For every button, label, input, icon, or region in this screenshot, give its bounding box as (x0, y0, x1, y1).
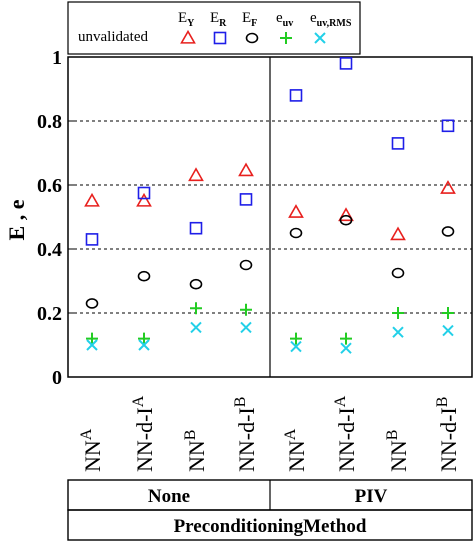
x-category-label: NN-d-IB (434, 397, 461, 472)
data-point-e-r (137, 186, 151, 200)
x-category-label: NN-d-IA (332, 395, 359, 472)
y-axis-label: E , e (4, 199, 29, 240)
data-point-e-uv (240, 303, 252, 316)
data-point-e-uv-rms (190, 321, 202, 334)
legend-box (67, 1, 361, 55)
data-point-e-r (189, 221, 203, 235)
data-point-e-y (188, 167, 204, 182)
legend-marker-plus (280, 32, 292, 44)
legend-marker-triangle (180, 29, 196, 44)
data-points (84, 57, 456, 354)
group-table: None PIV PreconditioningMethod (67, 479, 473, 541)
group-label: PIV (355, 486, 388, 507)
x-category-label-text: NN-d-IA (130, 395, 157, 472)
x-category-label: NNA (282, 428, 309, 472)
data-point-e-f (85, 298, 99, 309)
data-point-e-f (339, 214, 353, 226)
y-tick-label: 0.2 (37, 303, 62, 325)
data-point-e-r (339, 57, 353, 70)
data-point-e-f (239, 259, 253, 271)
data-point-e-f (189, 278, 203, 290)
data-point-e-uv (340, 332, 352, 345)
x-category-label: NNB (182, 430, 209, 472)
data-point-e-uv-rms (86, 339, 98, 351)
data-point-e-uv-rms (340, 342, 352, 354)
data-point-e-uv (392, 307, 404, 319)
legend-entry-label: EF (242, 10, 257, 29)
data-point-e-y (84, 192, 100, 207)
data-point-e-r (289, 89, 303, 102)
y-tick-label: 0 (52, 367, 62, 389)
data-point-e-f (441, 226, 455, 237)
data-point-e-uv-rms (138, 339, 150, 351)
data-point-e-y (238, 162, 254, 177)
group-label: None (148, 486, 190, 507)
data-point-e-uv (290, 332, 302, 345)
data-point-e-uv (190, 302, 202, 315)
data-point-e-y (288, 204, 304, 218)
data-point-e-y (440, 180, 456, 194)
group-axis-title: PreconditioningMethod (174, 516, 367, 537)
legend-entry-label: EY (178, 10, 195, 29)
y-tick-label: 0.4 (37, 239, 62, 261)
grid-lines (68, 120, 472, 314)
x-category-label: NNA (78, 428, 105, 472)
legend-marker-cross (314, 32, 326, 44)
data-point-e-uv (138, 332, 150, 345)
x-category-label-text: NNB (182, 430, 209, 472)
legend-marker-square (213, 31, 227, 45)
data-point-e-uv-rms (442, 324, 454, 337)
data-point-e-r (441, 119, 455, 133)
x-category-label: NN-d-IA (130, 395, 157, 472)
x-category-label-text: NNA (282, 428, 309, 472)
data-point-e-uv-rms (240, 321, 252, 334)
legend: unvalidated EY ER EF euv euv,RMS (67, 1, 361, 55)
data-point-e-f (137, 270, 151, 282)
y-tick-label: 1 (52, 47, 62, 69)
legend-marker-circle (245, 32, 259, 44)
data-point-e-f (289, 227, 303, 239)
x-category-label-text: NN-d-IA (332, 395, 359, 472)
data-point-e-uv (86, 332, 98, 345)
legend-title: unvalidated (78, 29, 148, 45)
legend-entry-label: euv (276, 10, 293, 29)
data-point-e-y (338, 207, 354, 222)
data-point-e-y (390, 226, 406, 241)
data-point-e-uv-rms (290, 340, 302, 353)
y-tick-label: 0.8 (37, 111, 62, 133)
data-point-e-r (85, 233, 99, 246)
y-axis-ticks: 0 0.2 0.4 0.6 0.8 1 (37, 47, 74, 389)
x-category-label-text: NN-d-IB (434, 397, 461, 472)
legend-entry-label: euv,RMS (310, 10, 352, 29)
y-tick-label: 0.6 (37, 175, 62, 197)
x-category-label-text: NN-d-IB (232, 397, 259, 472)
data-point-e-r (391, 137, 405, 150)
data-point-e-y (136, 192, 152, 207)
data-point-e-r (239, 193, 253, 206)
data-point-e-uv (442, 307, 454, 319)
x-axis-category-labels: NNA NN-d-IA NNB NN-d-IB NNA NN-d-IA NNB NN-d-IB (78, 395, 461, 472)
data-point-e-f (391, 267, 405, 279)
x-category-label-text: NNA (78, 428, 105, 472)
group-title-row (67, 509, 473, 541)
data-point-e-uv-rms (392, 326, 404, 338)
x-category-label-text: NNB (384, 430, 411, 472)
x-category-label: NNB (384, 430, 411, 472)
legend-entry-label: ER (210, 10, 227, 29)
x-category-label: NN-d-IB (232, 397, 259, 472)
